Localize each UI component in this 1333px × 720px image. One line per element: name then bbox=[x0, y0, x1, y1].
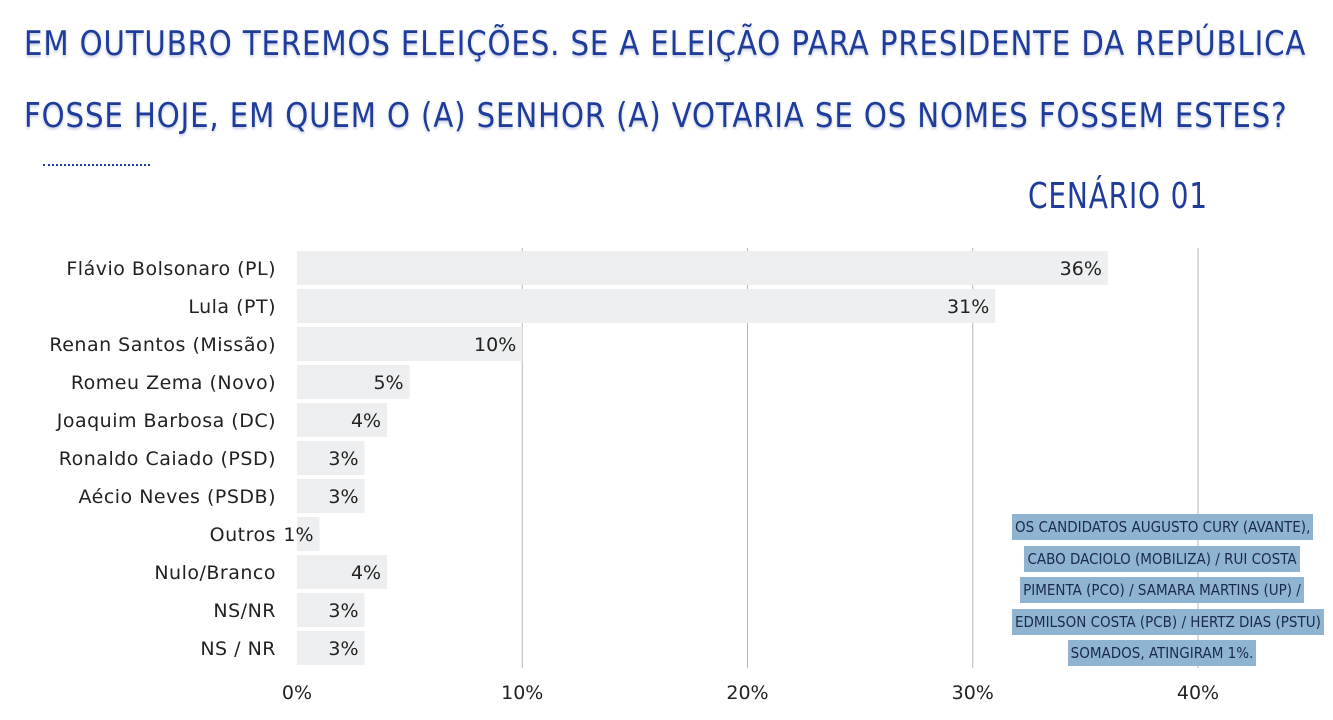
category-label-8: Nulo/Branco bbox=[154, 562, 276, 584]
category-label-10: NS / NR bbox=[200, 638, 276, 660]
value-label-9: 3% bbox=[328, 600, 358, 622]
bar-6 bbox=[297, 479, 365, 513]
bar-5 bbox=[297, 441, 365, 475]
value-label-2: 10% bbox=[474, 334, 516, 356]
note-line-2: CABO DACIOLO (MOBILIZA) / RUI COSTA bbox=[1024, 545, 1300, 572]
x-tick-label-40: 40% bbox=[1177, 682, 1219, 704]
x-tick-label-0: 0% bbox=[282, 682, 312, 704]
scenario-label: CENÁRIO 01 bbox=[1028, 176, 1208, 217]
value-label-5: 3% bbox=[328, 448, 358, 470]
bar-10 bbox=[297, 631, 365, 665]
category-label-9: NS/NR bbox=[213, 600, 276, 622]
title-line-2: FOSSE HOJE, EM QUEM O (A) SENHOR (A) VOT… bbox=[24, 96, 1288, 136]
value-label-3: 5% bbox=[373, 372, 403, 394]
category-label-5: Ronaldo Caiado (PSD) bbox=[59, 448, 276, 470]
note-line-3: PIMENTA (PCO) / SAMARA MARTINS (UP) / bbox=[1020, 577, 1304, 603]
x-tick-label-20: 20% bbox=[726, 682, 768, 704]
title-line-1: EM OUTUBRO TEREMOS ELEIÇÕES. SE A ELEIÇÃ… bbox=[24, 24, 1307, 64]
value-label-0: 36% bbox=[1060, 258, 1102, 280]
category-label-2: Renan Santos (Missão) bbox=[49, 334, 276, 356]
candidates-note: OS CANDIDATOS AUGUSTO CURY (AVANTE), CAB… bbox=[1012, 512, 1324, 670]
x-tick-label-10: 10% bbox=[501, 682, 543, 704]
x-tick-label-30: 30% bbox=[952, 682, 994, 704]
note-line-1: OS CANDIDATOS AUGUSTO CURY (AVANTE), bbox=[1012, 514, 1314, 540]
value-label-6: 3% bbox=[328, 486, 358, 508]
note-line-4: EDMILSON COSTA (PCB) / HERTZ DIAS (PSTU) bbox=[1012, 608, 1324, 635]
bar-1 bbox=[297, 289, 996, 323]
bar-4 bbox=[297, 403, 388, 437]
note-line-5: SOMADOS, ATINGIRAM 1%. bbox=[1067, 640, 1257, 666]
bar-0 bbox=[297, 251, 1108, 285]
category-label-7: Outros bbox=[210, 524, 276, 546]
category-label-1: Lula (PT) bbox=[188, 296, 276, 318]
value-label-8: 4% bbox=[351, 562, 381, 584]
value-label-10: 3% bbox=[328, 638, 358, 660]
bar-2 bbox=[297, 327, 523, 361]
category-label-3: Romeu Zema (Novo) bbox=[71, 372, 276, 394]
bar-7 bbox=[297, 517, 320, 551]
value-label-4: 4% bbox=[351, 410, 381, 432]
category-label-6: Aécio Neves (PSDB) bbox=[78, 486, 276, 508]
bar-9 bbox=[297, 593, 365, 627]
category-label-0: Flávio Bolsonaro (PL) bbox=[66, 258, 276, 280]
value-label-1: 31% bbox=[947, 296, 989, 318]
bar-8 bbox=[297, 555, 388, 589]
value-label-7: 1% bbox=[283, 524, 313, 546]
bar-3 bbox=[297, 365, 410, 399]
dotted-divider bbox=[43, 164, 150, 166]
chart-title: EM OUTUBRO TEREMOS ELEIÇÕES. SE A ELEIÇÃ… bbox=[24, 8, 1307, 152]
category-label-4: Joaquim Barbosa (DC) bbox=[56, 410, 276, 432]
